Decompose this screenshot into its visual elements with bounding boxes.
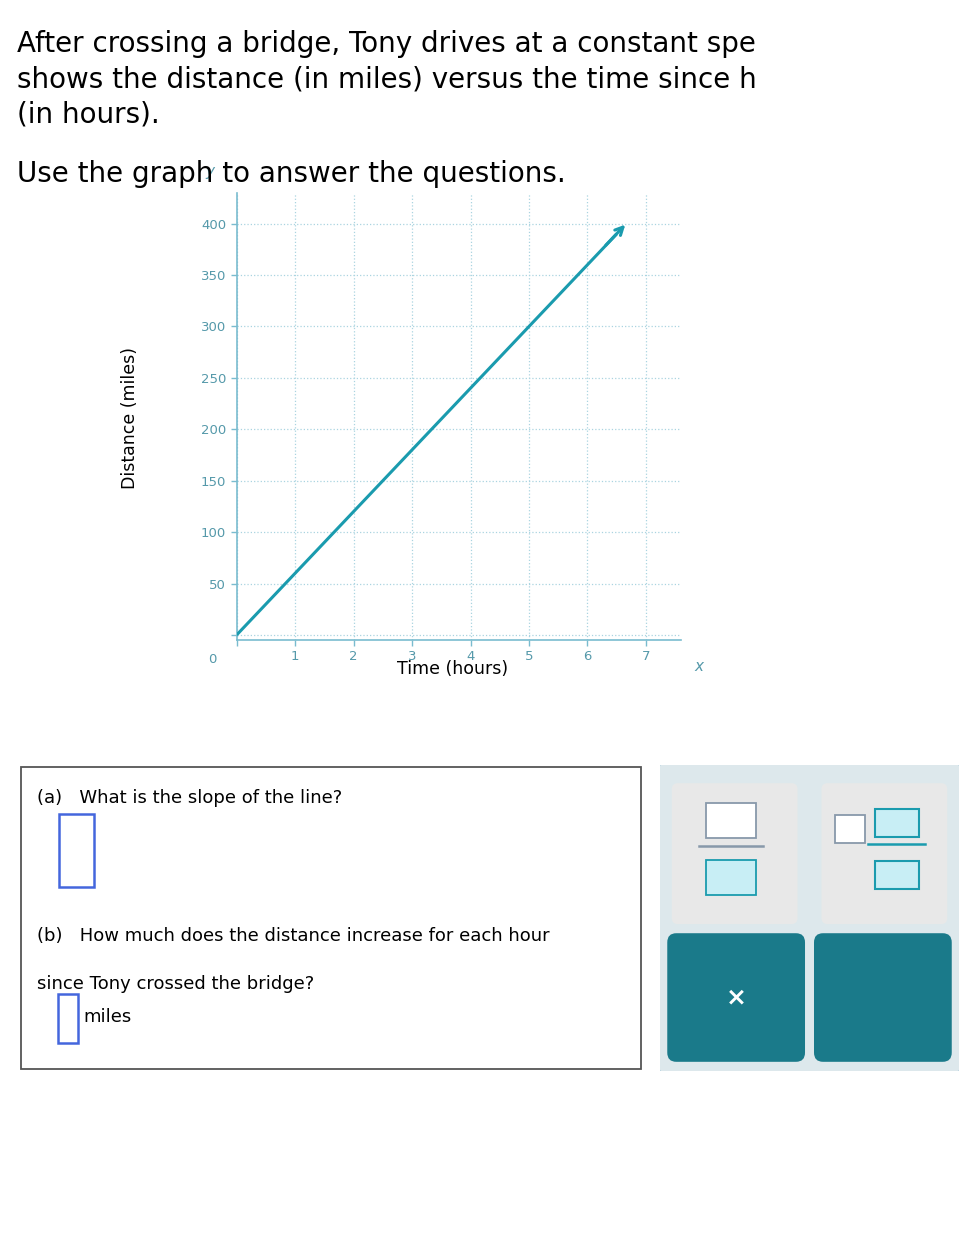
Text: Time (hours): Time (hours) (396, 660, 508, 678)
Text: After crossing a bridge, Tony drives at a constant spe: After crossing a bridge, Tony drives at … (17, 30, 756, 58)
FancyBboxPatch shape (668, 934, 805, 1062)
FancyBboxPatch shape (706, 859, 755, 895)
Text: x: x (695, 659, 703, 674)
Text: Distance (miles): Distance (miles) (122, 348, 139, 489)
Text: (b)   How much does the distance increase for each hour: (b) How much does the distance increase … (37, 927, 550, 945)
FancyBboxPatch shape (835, 815, 865, 843)
FancyBboxPatch shape (671, 784, 798, 924)
Text: y: y (206, 164, 214, 179)
FancyBboxPatch shape (875, 862, 919, 888)
FancyBboxPatch shape (875, 809, 919, 837)
Text: (in hours).: (in hours). (17, 101, 160, 129)
FancyBboxPatch shape (814, 934, 952, 1062)
Text: 0: 0 (208, 654, 216, 667)
FancyBboxPatch shape (21, 767, 640, 1070)
Text: (a)   What is the slope of the line?: (a) What is the slope of the line? (37, 789, 342, 808)
FancyBboxPatch shape (821, 784, 948, 924)
Text: ×: × (725, 985, 747, 1009)
FancyBboxPatch shape (706, 803, 755, 838)
Text: since Tony crossed the bridge?: since Tony crossed the bridge? (37, 974, 314, 993)
Text: miles: miles (83, 1008, 131, 1027)
Text: shows the distance (in miles) versus the time since h: shows the distance (in miles) versus the… (17, 66, 757, 93)
FancyBboxPatch shape (657, 762, 962, 1074)
FancyBboxPatch shape (58, 994, 78, 1043)
FancyBboxPatch shape (59, 814, 94, 887)
Text: Use the graph to answer the questions.: Use the graph to answer the questions. (17, 160, 566, 188)
